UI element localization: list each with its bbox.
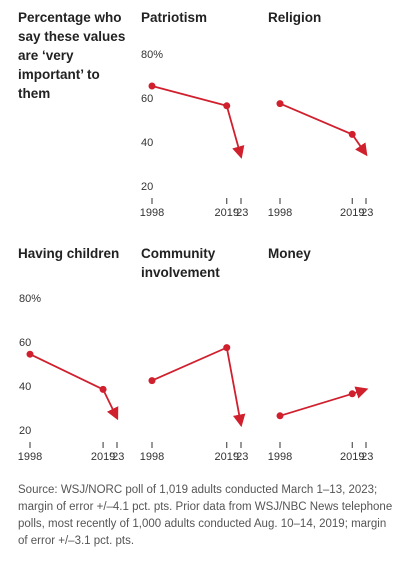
source: Source: WSJ/NORC poll of 1,019 adults co… — [18, 484, 393, 547]
x-tick-label: ’23 — [110, 451, 125, 463]
x-tick-label: ’23 — [359, 451, 374, 463]
chart-title: Having children — [18, 246, 120, 261]
chart-title: Community involvement — [141, 246, 220, 280]
point — [99, 385, 107, 393]
x-tick-label: 2019 — [340, 207, 364, 219]
point — [276, 412, 284, 420]
point — [348, 130, 356, 138]
x-tick-label: 1998 — [268, 207, 292, 219]
x-tick-label: 1998 — [140, 451, 164, 463]
x-tick-label: 1998 — [18, 451, 42, 463]
x-tick-label: ’23 — [234, 451, 249, 463]
point — [223, 344, 231, 352]
x-tick-label: ’23 — [234, 207, 249, 219]
point — [276, 100, 284, 108]
y-tick-label: 60 — [19, 337, 31, 349]
x-tick-label: 2019 — [215, 451, 239, 463]
point — [348, 390, 356, 398]
point — [148, 377, 156, 385]
line — [151, 346, 246, 428]
x-tick-label: 1998 — [140, 207, 164, 219]
y-tick-label: 60 — [141, 93, 153, 105]
line — [279, 102, 368, 157]
line — [151, 85, 245, 159]
y-tick-label: 40 — [19, 381, 31, 393]
point — [148, 82, 156, 90]
y-tick-label: 20 — [19, 425, 31, 437]
point — [26, 350, 34, 358]
x-tick-label: 2019 — [91, 451, 115, 463]
y-tick-label: 80% — [141, 49, 163, 61]
chart-title: Money — [268, 246, 311, 261]
point — [223, 102, 231, 110]
y-tick-label: 80% — [19, 293, 41, 305]
x-tick-label: ’23 — [359, 207, 374, 219]
x-tick-label: 1998 — [268, 451, 292, 463]
chart-title: Religion — [268, 10, 322, 25]
chart-title: Patriotism — [141, 10, 208, 25]
header: Percentage who say these values are ‘ver… — [18, 10, 126, 101]
y-tick-label: 20 — [141, 181, 153, 193]
y-tick-label: 40 — [141, 137, 153, 149]
x-tick-label: 2019 — [340, 451, 364, 463]
x-tick-label: 2019 — [215, 207, 239, 219]
